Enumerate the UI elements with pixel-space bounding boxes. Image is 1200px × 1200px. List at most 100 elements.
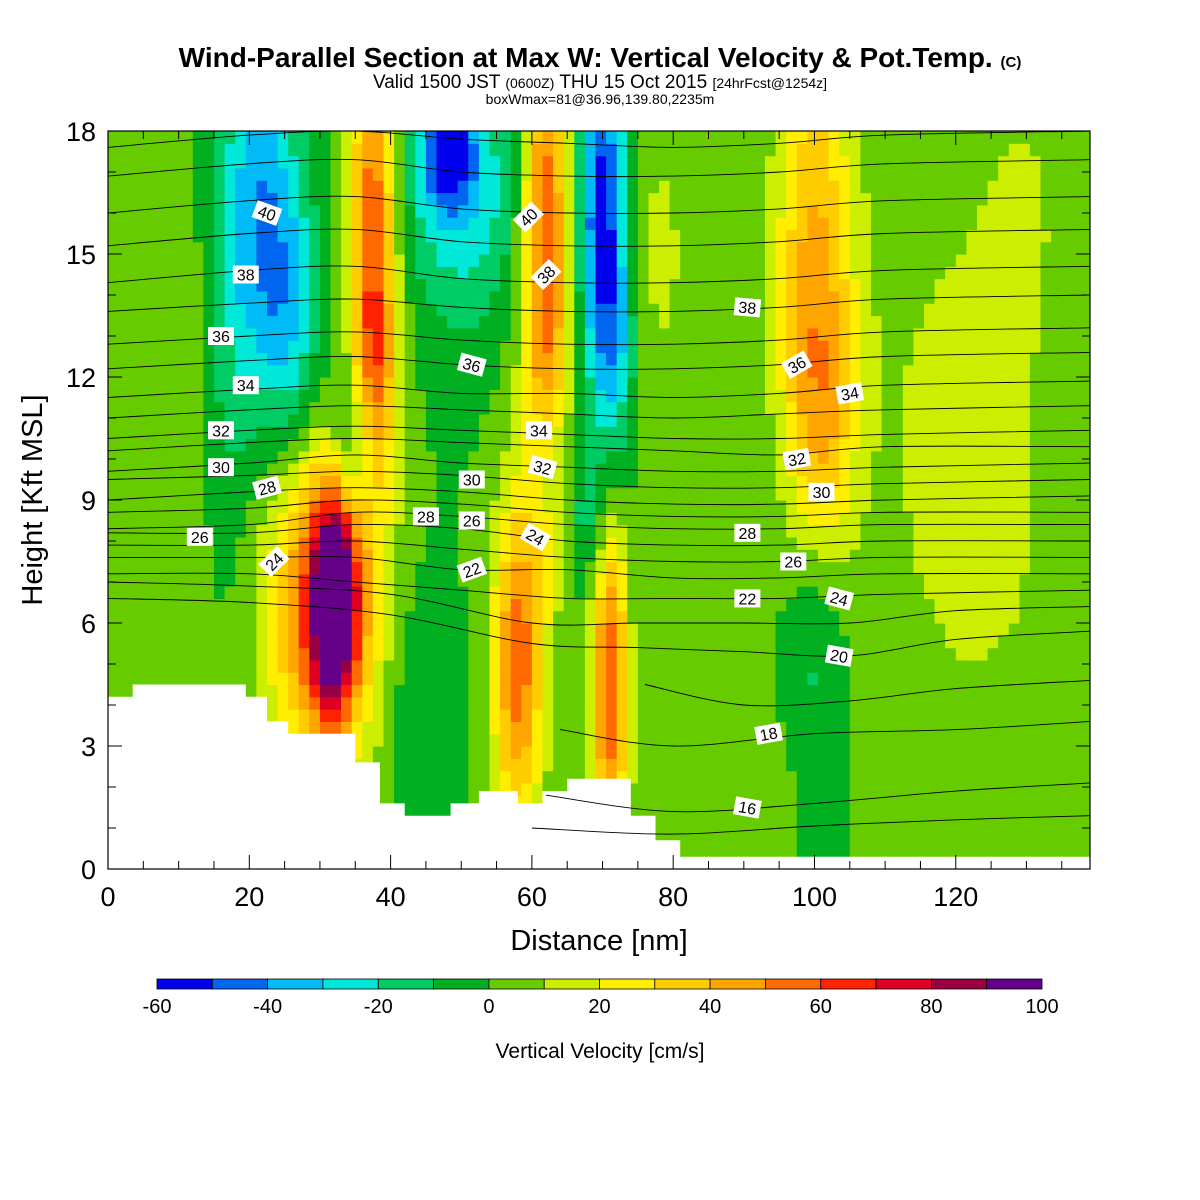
velocity-cell (563, 327, 575, 341)
velocity-cell (701, 770, 713, 784)
velocity-cell (690, 561, 702, 575)
velocity-cell (500, 315, 512, 329)
velocity-cell (425, 413, 438, 427)
velocity-cell (171, 463, 183, 476)
velocity-cell (796, 266, 808, 280)
velocity-cell (818, 586, 830, 599)
velocity-cell (457, 598, 469, 612)
velocity-cell (828, 290, 840, 304)
velocity-cell (553, 598, 565, 612)
velocity-cell (531, 709, 544, 722)
velocity-cell (807, 746, 819, 759)
velocity-cell (521, 401, 533, 415)
velocity-cell (341, 229, 353, 243)
velocity-cell (457, 746, 469, 759)
velocity-cell (924, 327, 936, 341)
velocity-cell (256, 659, 268, 673)
velocity-cell (765, 659, 777, 673)
velocity-cell (235, 647, 247, 661)
velocity-cell (161, 475, 173, 489)
velocity-cell (150, 290, 162, 304)
velocity-cell (298, 180, 310, 194)
velocity-cell (214, 536, 226, 550)
velocity-cell (892, 401, 904, 415)
velocity-cell (362, 549, 374, 563)
velocity-cell (712, 475, 724, 489)
velocity-cell (574, 696, 586, 710)
velocity-cell (139, 131, 151, 144)
velocity-cell (542, 364, 554, 378)
velocity-cell (966, 672, 978, 686)
velocity-cell (372, 536, 385, 550)
velocity-cell (478, 549, 491, 563)
velocity-cell (351, 266, 363, 280)
velocity-cell (542, 586, 554, 599)
velocity-cell (139, 487, 151, 501)
velocity-cell (182, 450, 194, 464)
velocity-cell (192, 254, 204, 267)
velocity-cell (934, 241, 946, 255)
velocity-cell (595, 684, 607, 698)
velocity-cell (256, 401, 268, 415)
velocity-cell (171, 204, 183, 218)
velocity-cell (849, 770, 861, 784)
velocity-cell (743, 217, 755, 230)
velocity-cell (468, 192, 480, 206)
velocity-cell (245, 487, 257, 501)
velocity-cell (849, 758, 861, 772)
velocity-cell (701, 721, 713, 735)
velocity-cell (712, 131, 724, 144)
velocity-cell (192, 340, 204, 353)
velocity-cell (669, 303, 681, 317)
velocity-cell (828, 844, 840, 858)
velocity-cell (828, 167, 840, 181)
velocity-cell (839, 844, 851, 858)
velocity-cell (977, 364, 989, 378)
velocity-cell (786, 721, 798, 735)
velocity-cell (966, 315, 978, 329)
velocity-cell (235, 623, 247, 636)
velocity-cell (733, 610, 745, 624)
velocity-cell (351, 659, 363, 673)
velocity-cell (924, 377, 936, 390)
velocity-cell (722, 807, 734, 821)
velocity-cell (839, 549, 851, 563)
velocity-cell (351, 487, 363, 501)
velocity-cell (765, 635, 777, 649)
velocity-cell (648, 733, 660, 747)
velocity-cell (319, 192, 332, 206)
velocity-cell (881, 229, 893, 243)
velocity-cell (330, 475, 342, 489)
velocity-cell (627, 327, 639, 341)
velocity-cell (754, 782, 766, 796)
velocity-cell (924, 536, 936, 550)
velocity-cell (924, 610, 936, 624)
velocity-cell (478, 180, 491, 194)
velocity-cell (298, 450, 310, 464)
velocity-cell (404, 290, 416, 304)
velocity-cell (818, 413, 830, 427)
velocity-cell (425, 254, 438, 267)
velocity-cell (245, 290, 257, 304)
velocity-cell (669, 536, 681, 550)
velocity-cell (139, 573, 151, 587)
velocity-cell (510, 512, 522, 526)
velocity-cell (881, 733, 893, 747)
velocity-cell (235, 463, 247, 476)
velocity-cell (457, 758, 469, 772)
velocity-cell (468, 647, 480, 661)
velocity-cell (574, 327, 586, 341)
velocity-cell (690, 635, 702, 649)
velocity-cell (881, 536, 893, 550)
velocity-cell (489, 549, 501, 563)
velocity-cell (510, 463, 522, 476)
velocity-cell (860, 696, 872, 710)
velocity-cell (871, 254, 883, 267)
velocity-cell (892, 426, 904, 440)
velocity-cell (902, 167, 914, 181)
velocity-cell (394, 696, 406, 710)
velocity-cell (139, 401, 151, 415)
velocity-cell (500, 733, 512, 747)
velocity-cell (659, 746, 671, 759)
velocity-cell (977, 167, 989, 181)
